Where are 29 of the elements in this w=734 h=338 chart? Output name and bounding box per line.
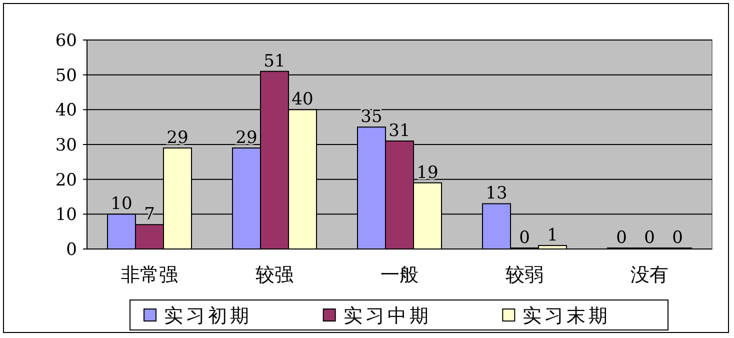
x-tick-label: 没有 <box>630 264 668 286</box>
data-label: 13 <box>486 184 508 204</box>
y-tick-label: 50 <box>55 66 77 86</box>
x-tick-label: 一般 <box>380 264 418 286</box>
data-label: 29 <box>236 128 258 148</box>
y-tick-label: 10 <box>55 205 77 226</box>
legend-label: 实习初期 <box>164 305 252 327</box>
legend-label: 实习中期 <box>343 305 432 327</box>
data-label: 35 <box>360 107 382 128</box>
x-tick-label: 较弱 <box>506 264 544 286</box>
y-tick-label: 0 <box>66 240 77 260</box>
x-tick-label: 较强 <box>256 264 294 286</box>
data-label: 51 <box>264 51 286 72</box>
data-label: 29 <box>166 128 188 148</box>
data-label: 10 <box>110 194 132 214</box>
y-tick-label: 20 <box>55 170 77 190</box>
data-label: 0 <box>616 228 627 248</box>
data-label: 31 <box>388 121 410 142</box>
x-tick-label: 非常强 <box>121 264 178 286</box>
data-label: 0 <box>644 228 655 248</box>
data-label: 40 <box>292 90 314 110</box>
legend-label: 实习末期 <box>522 305 611 327</box>
y-tick-label: 30 <box>55 136 77 156</box>
data-label: 0 <box>519 228 530 248</box>
y-tick-label: 40 <box>55 100 77 121</box>
data-label: 1 <box>547 226 558 246</box>
y-tick-label: 60 <box>55 31 77 51</box>
data-label: 19 <box>416 162 438 183</box>
data-label: 0 <box>672 228 683 248</box>
